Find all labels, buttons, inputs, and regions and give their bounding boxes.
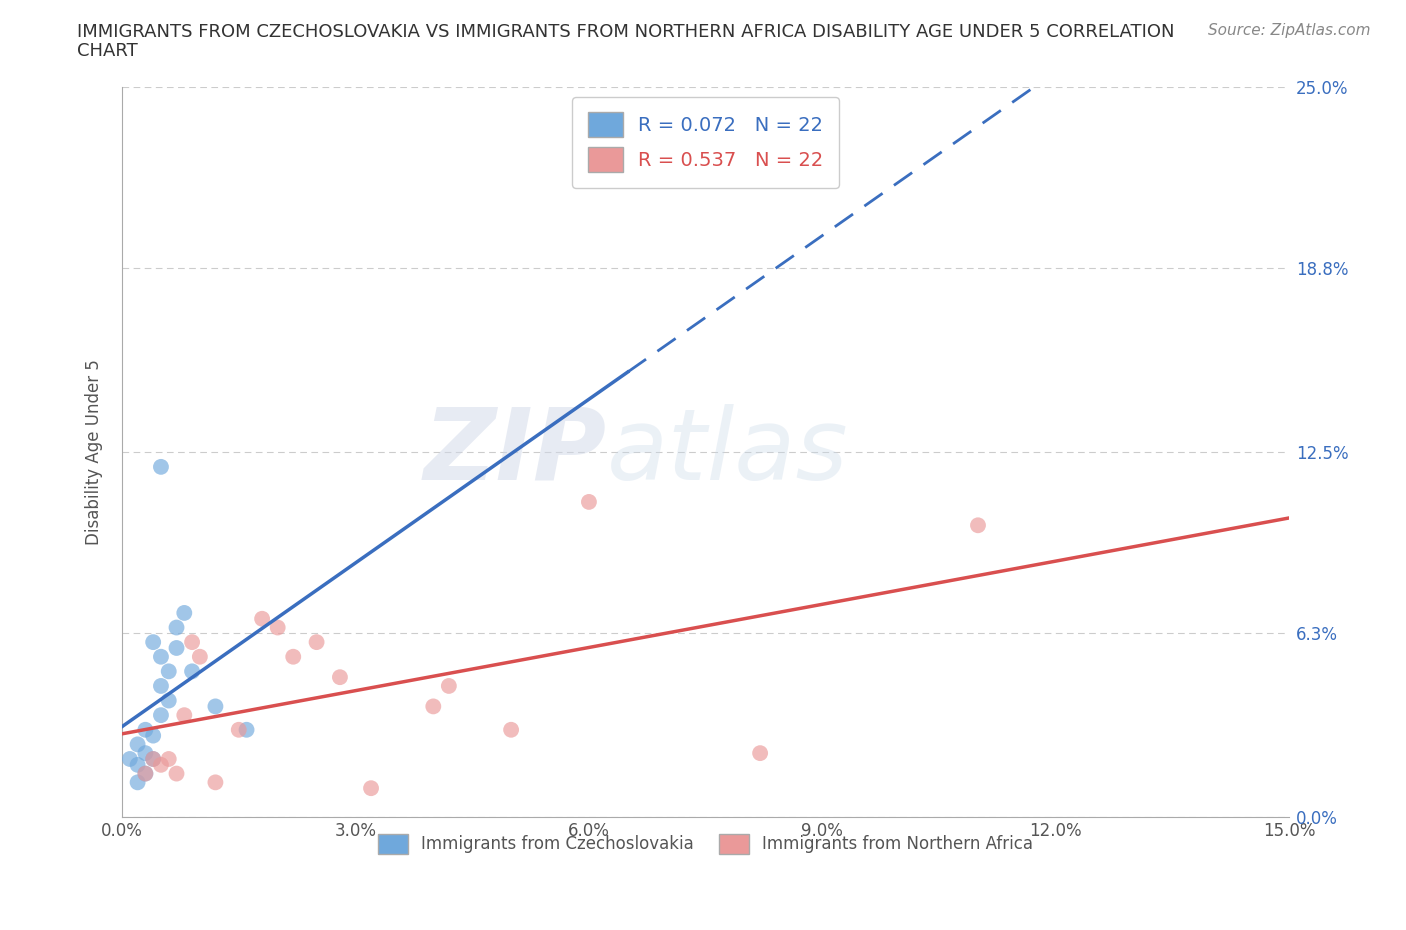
Point <box>250 611 273 626</box>
Point <box>127 737 149 751</box>
Point <box>157 693 180 708</box>
Point <box>578 495 600 510</box>
Point <box>118 751 141 766</box>
Point <box>127 757 149 772</box>
Point <box>181 634 204 649</box>
Point <box>142 751 165 766</box>
Point <box>134 766 156 781</box>
Point <box>166 641 188 656</box>
Text: IMMIGRANTS FROM CZECHOSLOVAKIA VS IMMIGRANTS FROM NORTHERN AFRICA DISABILITY AGE: IMMIGRANTS FROM CZECHOSLOVAKIA VS IMMIGR… <box>77 23 1175 41</box>
Point <box>305 634 328 649</box>
Point <box>422 699 444 714</box>
Y-axis label: Disability Age Under 5: Disability Age Under 5 <box>86 359 103 545</box>
Point <box>204 699 226 714</box>
Legend: Immigrants from Czechoslovakia, Immigrants from Northern Africa: Immigrants from Czechoslovakia, Immigran… <box>371 828 1040 860</box>
Text: CHART: CHART <box>77 42 138 60</box>
Point <box>329 670 352 684</box>
Point <box>149 708 172 723</box>
Point <box>501 723 523 737</box>
Point <box>157 751 180 766</box>
Point <box>142 634 165 649</box>
Point <box>360 781 382 796</box>
Point <box>437 679 460 694</box>
Point <box>166 766 188 781</box>
Point <box>142 751 165 766</box>
Point <box>149 459 172 474</box>
Point <box>266 620 288 635</box>
Point <box>749 746 772 761</box>
Point <box>134 766 156 781</box>
Point <box>149 757 172 772</box>
Point <box>134 746 156 761</box>
Point <box>235 723 257 737</box>
Point <box>204 775 226 790</box>
Point <box>181 664 204 679</box>
Point <box>188 649 211 664</box>
Point <box>134 723 156 737</box>
Point <box>149 679 172 694</box>
Point <box>127 775 149 790</box>
Point <box>173 708 195 723</box>
Point <box>228 723 250 737</box>
Point <box>157 664 180 679</box>
Point <box>142 728 165 743</box>
Text: ZIP: ZIP <box>423 404 606 500</box>
Point <box>967 518 990 533</box>
Point <box>283 649 305 664</box>
Text: atlas: atlas <box>606 404 848 500</box>
Point <box>166 620 188 635</box>
Point <box>173 605 195 620</box>
Text: Source: ZipAtlas.com: Source: ZipAtlas.com <box>1208 23 1371 38</box>
Point <box>149 649 172 664</box>
